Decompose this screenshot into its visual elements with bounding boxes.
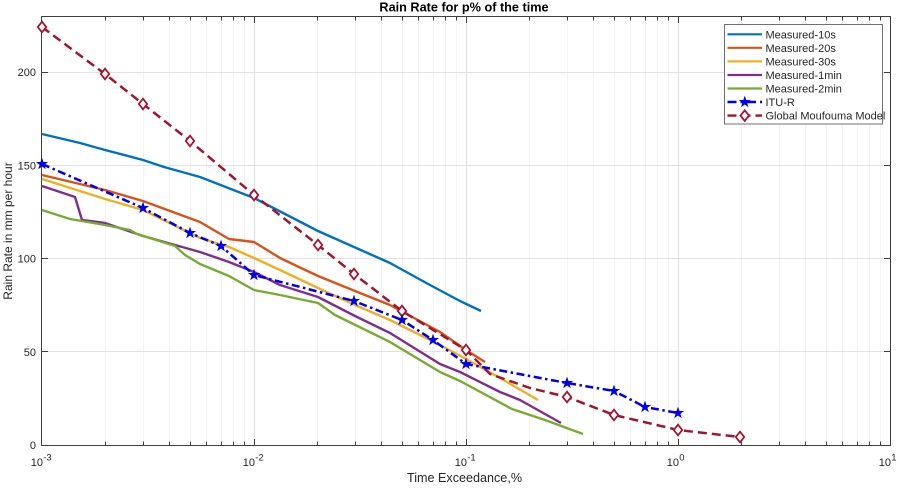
- svg-text:10: 10: [667, 457, 679, 469]
- svg-text:Measured-2min: Measured-2min: [766, 84, 842, 96]
- svg-text:50: 50: [24, 347, 36, 359]
- svg-text:10: 10: [31, 457, 43, 469]
- svg-text:Time Exceedance,%: Time Exceedance,%: [407, 471, 522, 485]
- svg-text:10: 10: [455, 457, 467, 469]
- svg-text:-3: -3: [43, 453, 51, 464]
- svg-text:200: 200: [18, 67, 36, 79]
- svg-text:Measured-1min: Measured-1min: [766, 70, 842, 82]
- svg-text:-2: -2: [255, 453, 263, 464]
- svg-text:Global Moufouma Model: Global Moufouma Model: [766, 111, 886, 123]
- svg-text:1: 1: [891, 453, 896, 464]
- svg-text:100: 100: [18, 254, 36, 266]
- svg-text:Rain Rate for p% of the time: Rain Rate for p% of the time: [379, 1, 548, 15]
- svg-text:0: 0: [30, 440, 36, 452]
- svg-text:ITU-R: ITU-R: [766, 97, 795, 109]
- svg-text:Measured-20s: Measured-20s: [766, 43, 837, 55]
- svg-text:Measured-10s: Measured-10s: [766, 29, 837, 41]
- svg-text:Measured-30s: Measured-30s: [766, 56, 837, 68]
- svg-text:10: 10: [243, 457, 255, 469]
- svg-text:150: 150: [18, 160, 36, 172]
- svg-text:Rain Rate in mm per hour: Rain Rate in mm per hour: [1, 162, 15, 299]
- svg-text:0: 0: [679, 453, 684, 464]
- svg-text:-1: -1: [467, 453, 475, 464]
- svg-text:10: 10: [879, 457, 891, 469]
